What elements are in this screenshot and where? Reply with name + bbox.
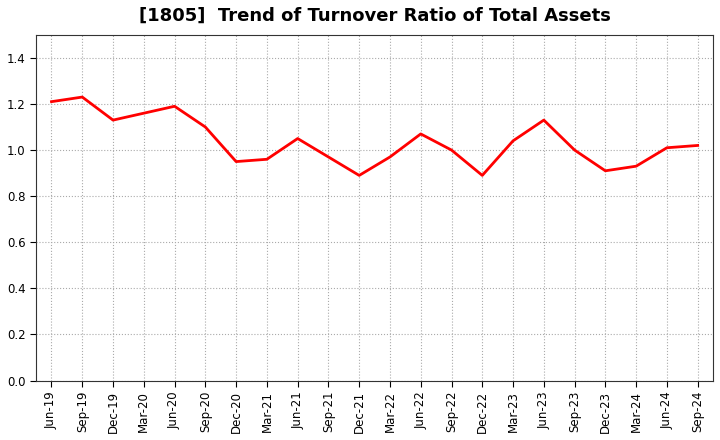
Title: [1805]  Trend of Turnover Ratio of Total Assets: [1805] Trend of Turnover Ratio of Total …	[139, 7, 611, 25]
